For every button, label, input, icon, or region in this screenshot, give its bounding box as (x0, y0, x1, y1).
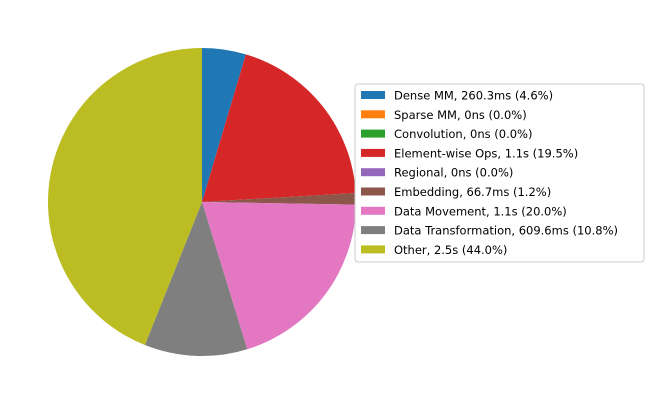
pie-slice-8 (47, 47, 203, 346)
pie-slice-5 (202, 193, 357, 205)
legend-swatch-6 (361, 206, 385, 215)
legend-label-5: Embedding, 66.7ms (1.2%) (394, 185, 551, 199)
pie-slice-0 (202, 47, 246, 202)
legend-swatch-7 (361, 226, 385, 235)
legend-swatch-2 (361, 129, 385, 138)
legend: Dense MM, 260.3ms (4.6%) Sparse MM, 0ns (… (354, 83, 645, 263)
legend-frame (354, 83, 645, 263)
legend-swatch-4 (361, 168, 385, 177)
legend-swatch-5 (361, 187, 385, 196)
legend-label-2: Convolution, 0ns (0.0%) (394, 127, 532, 141)
pie-slices (47, 47, 357, 357)
legend-label-0: Dense MM, 260.3ms (4.6%) (394, 89, 553, 103)
legend-label-7: Data Transformation, 609.6ms (10.8%) (394, 224, 618, 238)
pie-slice-3 (202, 54, 356, 203)
legend-swatch-1 (361, 110, 385, 119)
legend-label-8: Other, 2.5s (44.0%) (394, 243, 507, 257)
legend-swatch-3 (361, 148, 385, 157)
legend-label-4: Regional, 0ns (0.0%) (394, 166, 513, 180)
pie-slice-7 (144, 202, 248, 357)
legend-label-1: Sparse MM, 0ns (0.0%) (394, 108, 527, 122)
legend-swatch-8 (361, 245, 385, 254)
legend-swatch-0 (361, 91, 385, 99)
legend-label-6: Data Movement, 1.1s (20.0%) (394, 204, 567, 218)
legend-label-3: Element-wise Ops, 1.1s (19.5%) (394, 146, 578, 160)
pie-slice-6 (202, 202, 356, 350)
